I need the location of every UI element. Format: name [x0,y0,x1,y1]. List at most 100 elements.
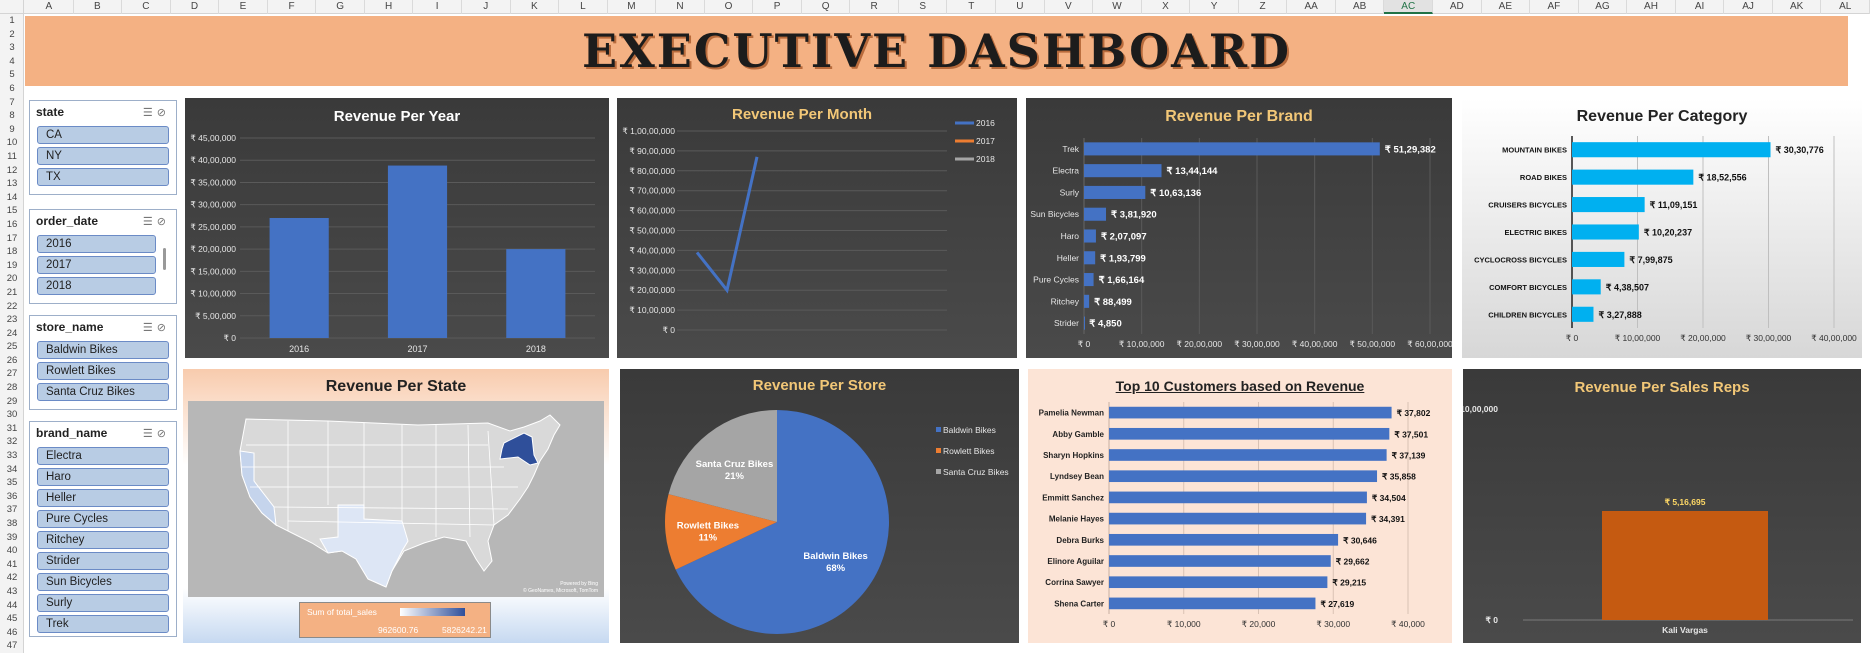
row-header-32[interactable]: 32 [6,436,18,448]
slicer-scrollbar[interactable] [163,248,166,270]
slicer-item-2018[interactable]: 2018 [37,277,156,295]
slicer-item-tx[interactable]: TX [37,168,169,186]
column-header-ag[interactable]: AG [1579,0,1628,14]
row-header-14[interactable]: 14 [6,191,18,203]
slicer-item-santa-cruz-bikes[interactable]: Santa Cruz Bikes [37,383,169,401]
row-header-19[interactable]: 19 [6,259,18,271]
row-header-29[interactable]: 29 [6,395,18,407]
slicer-item-2017[interactable]: 2017 [37,256,156,274]
column-header-ak[interactable]: AK [1773,0,1822,14]
column-header-q[interactable]: Q [802,0,851,14]
column-header-af[interactable]: AF [1530,0,1579,14]
row-header-22[interactable]: 22 [6,300,18,312]
slicer-item-strider[interactable]: Strider [37,552,169,570]
row-header-1[interactable]: 1 [9,15,15,26]
column-header-r[interactable]: R [850,0,899,14]
chart-revenue-per-store[interactable]: Revenue Per Store Baldwin Bikes 68% Rowlet… [620,369,1019,643]
multi-select-icon[interactable]: ☰⊘ [142,215,170,228]
column-header-o[interactable]: O [705,0,754,14]
column-header-a[interactable]: A [25,0,74,14]
row-header-2[interactable]: 2 [9,28,15,40]
column-header-t[interactable]: T [948,0,997,14]
row-header-25[interactable]: 25 [6,341,18,353]
column-header-ab[interactable]: AB [1336,0,1385,14]
chart-revenue-per-brand[interactable]: Revenue Per Brand ₹ 0 ₹ 10,00,000 ₹ 20,00,… [1026,98,1452,358]
row-header-35[interactable]: 35 [6,477,18,489]
row-header-31[interactable]: 31 [6,422,18,434]
row-header-5[interactable]: 5 [9,69,15,81]
multi-select-icon[interactable]: ☰⊘ [142,427,170,440]
row-header-8[interactable]: 8 [9,110,15,122]
column-header-n[interactable]: N [656,0,705,14]
row-header-23[interactable]: 23 [6,314,18,326]
row-header-16[interactable]: 16 [6,218,18,230]
chart-revenue-per-month[interactable]: Revenue Per Month ₹ 0 ₹ 10,00,000 ₹ 20,00,… [617,98,1017,358]
row-header-39[interactable]: 39 [6,531,18,543]
column-header-z[interactable]: Z [1239,0,1288,14]
row-header-15[interactable]: 15 [6,205,18,217]
column-header-v[interactable]: V [1045,0,1094,14]
row-header-47[interactable]: 47 [6,640,18,652]
column-header-ae[interactable]: AE [1482,0,1531,14]
row-header-6[interactable]: 6 [9,82,15,94]
slicer-item-surly[interactable]: Surly [37,594,169,612]
column-header-i[interactable]: I [413,0,462,14]
row-header-27[interactable]: 27 [6,368,18,380]
row-header-12[interactable]: 12 [6,164,18,176]
chart-revenue-per-category[interactable]: Revenue Per Category ₹ 0 ₹ 10,00,000 ₹ 20,… [1462,98,1862,358]
row-header-42[interactable]: 42 [6,572,18,584]
chart-revenue-per-year[interactable]: Revenue Per Year ₹ 0 ₹ 5,00,000 ₹ 10,00,00… [185,98,609,358]
column-header-w[interactable]: W [1093,0,1142,14]
column-header-k[interactable]: K [511,0,560,14]
row-header-13[interactable]: 13 [6,178,18,190]
row-header-34[interactable]: 34 [6,463,18,475]
column-header-al[interactable]: AL [1821,0,1870,14]
row-header-7[interactable]: 7 [9,96,15,108]
column-header-m[interactable]: M [608,0,657,14]
row-header-26[interactable]: 26 [6,354,18,366]
slicer-item-ritchey[interactable]: Ritchey [37,531,169,549]
row-header-18[interactable]: 18 [6,246,18,258]
column-header-c[interactable]: C [122,0,171,14]
chart-revenue-per-sales-reps[interactable]: Revenue Per Sales Reps ₹ 0 ₹ 10,00,000 ₹ 5… [1463,369,1861,643]
slicer-item-pure-cycles[interactable]: Pure Cycles [37,510,169,528]
column-header-d[interactable]: D [171,0,220,14]
column-header-s[interactable]: S [899,0,948,14]
select-all-corner[interactable] [0,0,24,14]
column-header-l[interactable]: L [559,0,608,14]
row-header-11[interactable]: 11 [7,150,17,162]
column-header-u[interactable]: U [996,0,1045,14]
column-header-p[interactable]: P [753,0,802,14]
row-header-21[interactable]: 21 [6,286,18,298]
row-header-43[interactable]: 43 [6,586,18,598]
slicer-item-ny[interactable]: NY [37,147,169,165]
column-header-e[interactable]: E [219,0,268,14]
row-header-24[interactable]: 24 [6,327,18,339]
column-header-g[interactable]: G [316,0,365,14]
column-header-x[interactable]: X [1142,0,1191,14]
column-header-y[interactable]: Y [1190,0,1239,14]
column-header-f[interactable]: F [268,0,317,14]
row-header-40[interactable]: 40 [6,545,18,557]
slicer-item-haro[interactable]: Haro [37,468,169,486]
slicer-item-rowlett-bikes[interactable]: Rowlett Bikes [37,362,169,380]
row-header-46[interactable]: 46 [6,626,18,638]
row-header-30[interactable]: 30 [6,409,18,421]
row-header-38[interactable]: 38 [6,518,18,530]
row-header-33[interactable]: 33 [6,450,18,462]
slicer-item-heller[interactable]: Heller [37,489,169,507]
slicer-item-sun-bicycles[interactable]: Sun Bicycles [37,573,169,591]
chart-revenue-per-state[interactable]: Revenue Per State Powered by Bing © GeoN… [183,369,609,643]
slicer-item-baldwin-bikes[interactable]: Baldwin Bikes [37,341,169,359]
row-header-9[interactable]: 9 [9,123,15,135]
slicer-item-ca[interactable]: CA [37,126,169,144]
column-header-aj[interactable]: AJ [1724,0,1773,14]
chart-top-10-customers[interactable]: Top 10 Customers based on Revenue ₹ 0 ₹ 1… [1028,369,1452,643]
row-header-10[interactable]: 10 [6,137,18,149]
slicer-item-trek[interactable]: Trek [37,615,169,633]
row-header-36[interactable]: 36 [6,490,18,502]
column-header-ad[interactable]: AD [1433,0,1482,14]
multi-select-icon[interactable]: ☰⊘ [142,321,170,334]
row-header-4[interactable]: 4 [9,55,15,67]
row-header-28[interactable]: 28 [6,382,18,394]
